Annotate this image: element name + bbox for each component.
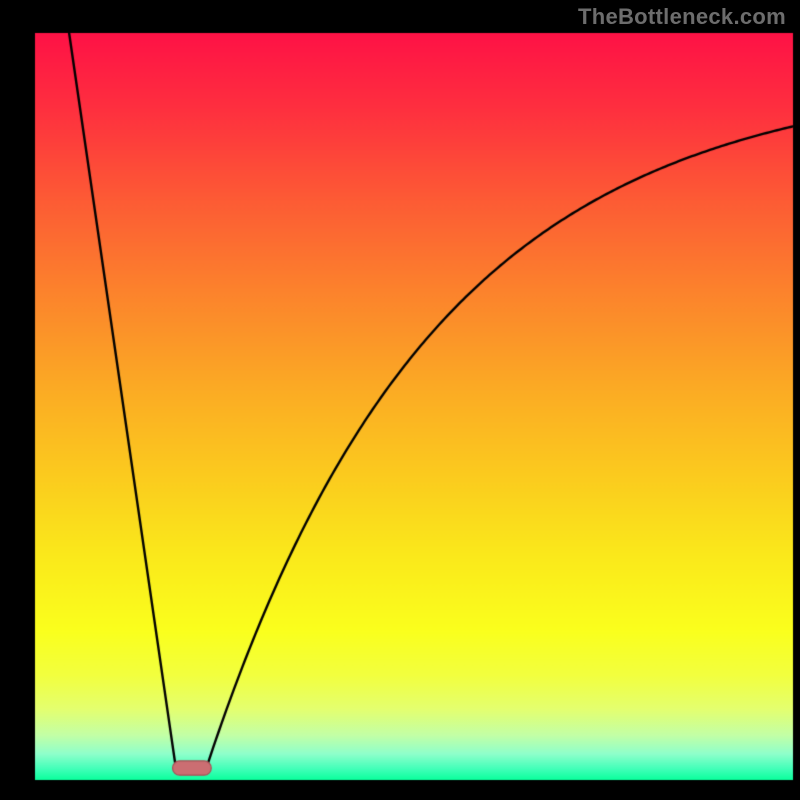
chart-frame: { "watermark": { "text": "TheBottleneck.… xyxy=(0,0,800,800)
curve-overlay xyxy=(0,0,800,800)
watermark-text: TheBottleneck.com xyxy=(578,4,786,30)
